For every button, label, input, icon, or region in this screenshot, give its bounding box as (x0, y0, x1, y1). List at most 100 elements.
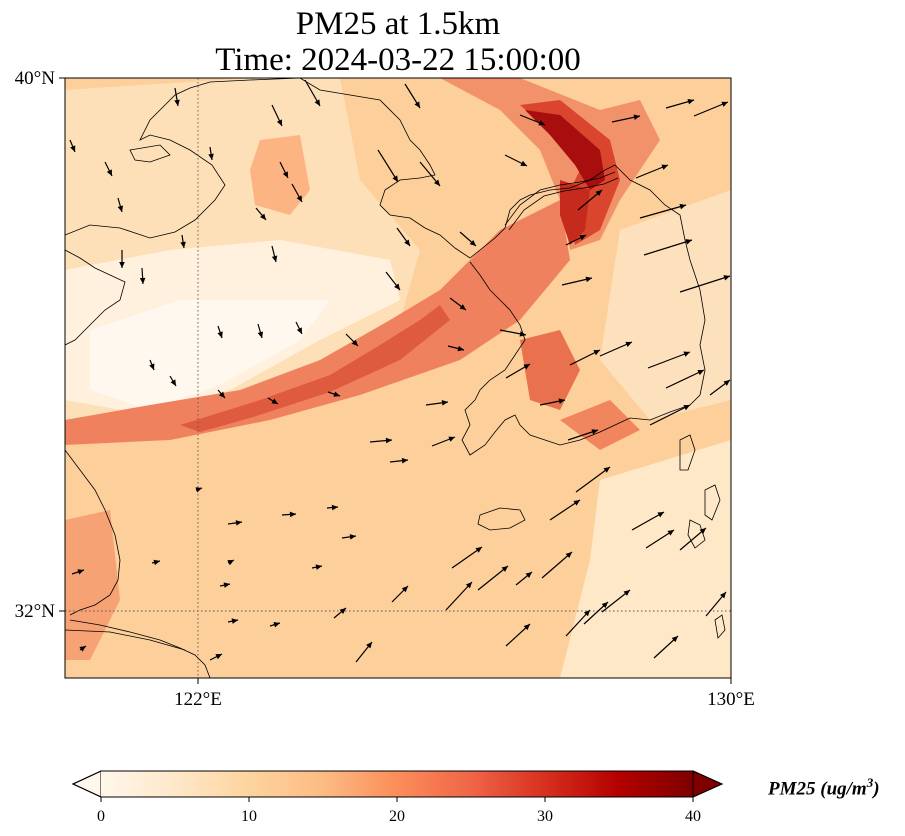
wind-arrow (419, 161, 441, 187)
wind-arrow (71, 569, 85, 575)
wind-arrow (227, 618, 239, 624)
wind-arrow (565, 234, 587, 246)
wind-arrow (583, 601, 609, 625)
wind-arrow (269, 622, 281, 628)
wind-arrow (385, 271, 401, 291)
wind-arrow (505, 623, 531, 647)
wind-arrow (505, 363, 531, 379)
coastlines (65, 78, 726, 678)
wind-arrow (425, 400, 449, 406)
wind-arrow (567, 429, 599, 441)
wind-arrow (601, 589, 631, 613)
wind-arrow (174, 87, 180, 107)
wind-arrow (208, 146, 214, 161)
wind-arrow (665, 369, 705, 389)
wind-arrow (389, 457, 409, 464)
wind-arrow (565, 609, 591, 637)
wind-arrow (451, 546, 483, 569)
axis-ticks (59, 77, 732, 684)
lon-tick-label-122: 122°E (174, 689, 222, 710)
map-title-line-2: Time: 2024-03-22 15:00:00 (215, 42, 581, 78)
wind-arrow (271, 104, 283, 127)
wind-arrow (519, 114, 546, 126)
colorbar-tick-label: 0 (97, 808, 105, 825)
wind-arrow (549, 499, 581, 521)
wind-arrow (693, 101, 729, 117)
colorbar-tick-label: 10 (241, 808, 257, 825)
wind-arrow (459, 231, 477, 247)
wind-arrow (709, 379, 731, 396)
wind-arrow (539, 398, 566, 406)
wind-arrow (445, 581, 473, 611)
wind-arrow (257, 323, 264, 339)
wind-arrow (195, 487, 203, 493)
wind-arrow (515, 571, 533, 586)
wind-arrow (326, 504, 339, 511)
gridlines (65, 78, 731, 678)
wind-arrow (255, 207, 267, 221)
wind-arrow (345, 333, 359, 347)
wind-arrow (333, 607, 347, 619)
wind-arrow (180, 234, 186, 249)
wind-arrow (271, 245, 278, 263)
wind-arrow (79, 645, 87, 652)
wind-arrow (227, 559, 235, 566)
colorbar-extend-max (692, 770, 724, 798)
wind-arrow (705, 591, 727, 617)
wind-arrow (643, 239, 693, 256)
wind-arrow (304, 79, 321, 107)
wind-arrow (355, 641, 373, 663)
wind-arrow (227, 520, 243, 526)
wind-arrow (69, 139, 76, 153)
wind-arrow (635, 164, 669, 179)
wind-arrow (499, 329, 527, 337)
wind-arrow (647, 351, 691, 369)
wind-arrow (104, 161, 113, 177)
wind-arrow (169, 375, 177, 387)
wind-arrow (119, 250, 125, 268)
wind-vectors (69, 79, 731, 663)
wind-arrow (561, 276, 593, 286)
wind-arrow (577, 189, 603, 211)
wind-arrow (267, 397, 279, 405)
wind-arrow (599, 341, 633, 357)
wind-arrow (679, 527, 707, 551)
map-title-line-1: PM25 at 1.5km (295, 6, 501, 42)
wind-arrow (639, 203, 687, 219)
wind-arrow (645, 529, 675, 549)
wind-arrow (404, 83, 421, 109)
wind-arrow (139, 267, 146, 285)
colorbar: 0 10 20 30 40 (71, 770, 724, 825)
wind-arrow (504, 154, 528, 167)
wind-arrow (391, 585, 409, 603)
wind-arrow (665, 98, 695, 109)
wind-arrow (369, 437, 393, 444)
wind-arrow (653, 635, 679, 659)
colorbar-ticks: 0 10 20 30 40 (97, 797, 701, 825)
lat-tick-label-32: 32°N (15, 601, 56, 622)
wind-arrow (117, 197, 124, 213)
wind-arrow (631, 511, 665, 531)
lon-tick-label-130: 130°E (707, 689, 755, 710)
colorbar-tick-label: 30 (537, 808, 553, 825)
wind-arrow (569, 349, 601, 366)
colorbar-tick-label: 20 (389, 808, 405, 825)
wind-arrow (327, 391, 341, 397)
wind-arrow (341, 534, 357, 540)
wind-arrow (377, 149, 399, 183)
wind-arrow (396, 227, 411, 247)
wind-arrow (217, 389, 226, 399)
wind-arrow (149, 359, 155, 371)
pm25-field (65, 78, 731, 678)
wind-arrow (151, 559, 161, 566)
wind-arrow (449, 297, 467, 311)
wind-arrow (281, 511, 297, 518)
colorbar-tick-label: 40 (685, 808, 701, 825)
wind-arrow (219, 582, 231, 588)
wind-arrow (295, 321, 303, 335)
wind-arrow (209, 653, 223, 661)
wind-arrow (291, 183, 303, 203)
wind-arrow (279, 161, 289, 179)
colorbar-extend-min (71, 770, 102, 798)
